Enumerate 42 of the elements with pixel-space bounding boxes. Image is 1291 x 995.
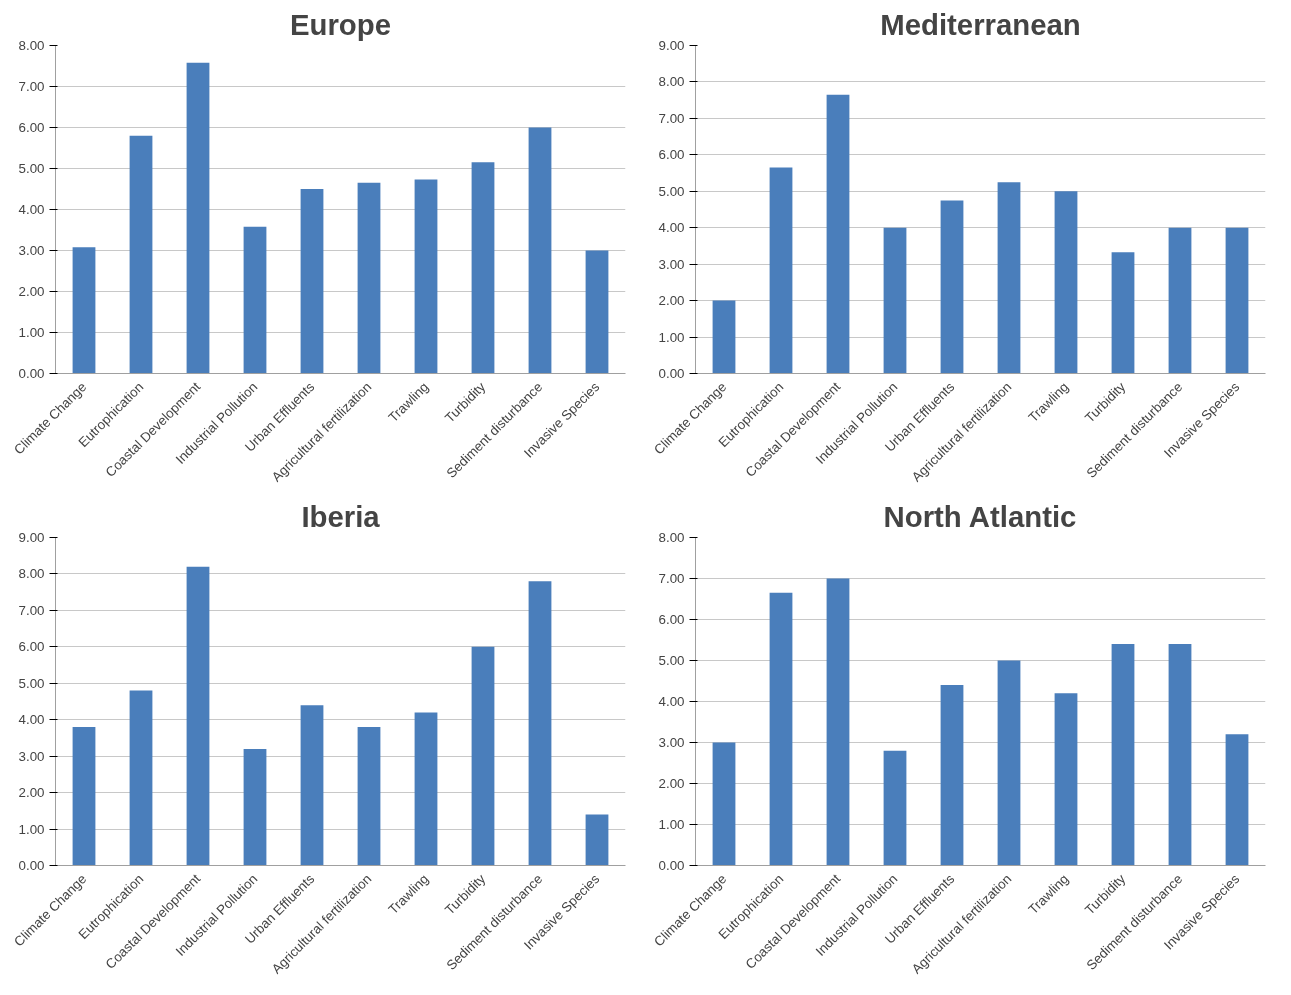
y-tick-label: 8.00 bbox=[18, 566, 45, 582]
y-tick-label: 2.00 bbox=[658, 776, 685, 791]
y-tick-label: 3.00 bbox=[658, 735, 685, 750]
y-tick-label: 5.00 bbox=[658, 653, 685, 668]
y-tick-label: 8.00 bbox=[18, 38, 45, 53]
y-tick-label: 8.00 bbox=[658, 74, 685, 90]
y-tick-label: 2.00 bbox=[18, 785, 45, 801]
y-tick-label: 8.00 bbox=[658, 530, 685, 545]
y-tick-label: 0.00 bbox=[18, 858, 45, 873]
y-tick-label: 5.00 bbox=[18, 161, 45, 176]
y-tick-label: 4.00 bbox=[658, 220, 685, 236]
y-tick-label: 0.00 bbox=[658, 366, 685, 381]
y-tick-label: 0.00 bbox=[18, 366, 45, 381]
y-tick-label: 7.00 bbox=[18, 79, 45, 94]
chart-title: Mediterranean bbox=[880, 7, 1081, 41]
y-tick-label: 3.00 bbox=[658, 256, 685, 272]
y-tick-label: 2.00 bbox=[18, 284, 45, 299]
y-tick-label: 3.00 bbox=[18, 243, 45, 258]
y-tick-label: 7.00 bbox=[18, 602, 45, 618]
y-tick-label: 3.00 bbox=[18, 748, 45, 764]
chart-title: Europe bbox=[289, 7, 392, 41]
y-tick-label: 1.00 bbox=[18, 821, 45, 837]
y-tick-label: 5.00 bbox=[658, 183, 685, 199]
y-tick-label: 4.00 bbox=[658, 694, 685, 709]
y-tick-label: 1.00 bbox=[658, 817, 685, 832]
y-tick-label: 9.00 bbox=[658, 38, 685, 53]
y-tick-label: 4.00 bbox=[18, 202, 45, 217]
y-tick-label: 7.00 bbox=[658, 571, 685, 586]
y-tick-label: 6.00 bbox=[658, 612, 685, 627]
y-tick-label: 4.00 bbox=[18, 712, 45, 728]
y-tick-label: 1.00 bbox=[658, 329, 685, 345]
y-tick-label: 6.00 bbox=[18, 120, 45, 135]
y-tick-label: 1.00 bbox=[18, 325, 45, 340]
y-tick-label: 2.00 bbox=[658, 293, 685, 309]
y-tick-label: 5.00 bbox=[18, 675, 45, 691]
y-tick-label: 0.00 bbox=[658, 858, 685, 873]
y-tick-label: 9.00 bbox=[18, 530, 45, 545]
chart-title: North Atlantic bbox=[883, 499, 1077, 533]
y-tick-label: 7.00 bbox=[658, 110, 685, 126]
y-tick-label: 6.00 bbox=[658, 147, 685, 163]
y-tick-label: 6.00 bbox=[18, 639, 45, 655]
chart-title: Iberia bbox=[301, 499, 381, 533]
